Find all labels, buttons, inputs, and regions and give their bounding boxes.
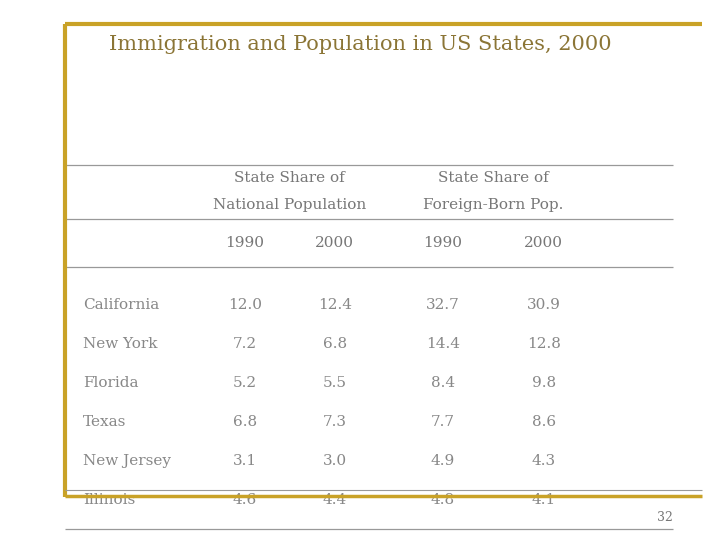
Text: 3.0: 3.0 xyxy=(323,454,347,468)
Text: Florida: Florida xyxy=(83,376,138,390)
Text: 12.8: 12.8 xyxy=(526,337,561,351)
Text: State Share of: State Share of xyxy=(438,171,549,185)
Text: 3.1: 3.1 xyxy=(233,454,257,468)
Text: State Share of: State Share of xyxy=(235,171,345,185)
Text: 12.0: 12.0 xyxy=(228,298,262,312)
Text: 4.3: 4.3 xyxy=(531,454,556,468)
Text: 4.6: 4.6 xyxy=(233,492,257,507)
Text: 5.2: 5.2 xyxy=(233,376,257,390)
Text: 7.7: 7.7 xyxy=(431,415,455,429)
Text: 1990: 1990 xyxy=(225,236,264,250)
Text: 12.4: 12.4 xyxy=(318,298,352,312)
Text: 4.1: 4.1 xyxy=(531,492,556,507)
Text: 14.4: 14.4 xyxy=(426,337,460,351)
Text: 4.8: 4.8 xyxy=(431,492,455,507)
Text: 4.9: 4.9 xyxy=(431,454,455,468)
Text: Texas: Texas xyxy=(83,415,126,429)
Text: 8.6: 8.6 xyxy=(531,415,556,429)
Text: Foreign-Born Pop.: Foreign-Born Pop. xyxy=(423,198,563,212)
Text: National Population: National Population xyxy=(213,198,366,212)
Text: California: California xyxy=(83,298,159,312)
Text: 30.9: 30.9 xyxy=(526,298,561,312)
Text: 32: 32 xyxy=(657,511,673,524)
Text: Illinois: Illinois xyxy=(83,492,135,507)
Text: 6.8: 6.8 xyxy=(323,337,347,351)
Text: New Jersey: New Jersey xyxy=(83,454,171,468)
Text: New York: New York xyxy=(83,337,157,351)
Text: 8.4: 8.4 xyxy=(431,376,455,390)
Text: 4.4: 4.4 xyxy=(323,492,347,507)
Text: 2000: 2000 xyxy=(315,236,354,250)
Text: 1990: 1990 xyxy=(423,236,462,250)
Text: Immigration and Population in US States, 2000: Immigration and Population in US States,… xyxy=(109,35,611,54)
Text: 7.3: 7.3 xyxy=(323,415,347,429)
Text: 5.5: 5.5 xyxy=(323,376,347,390)
Text: 9.8: 9.8 xyxy=(531,376,556,390)
Text: 7.2: 7.2 xyxy=(233,337,257,351)
Text: 32.7: 32.7 xyxy=(426,298,459,312)
Text: 2000: 2000 xyxy=(524,236,563,250)
Text: 6.8: 6.8 xyxy=(233,415,257,429)
